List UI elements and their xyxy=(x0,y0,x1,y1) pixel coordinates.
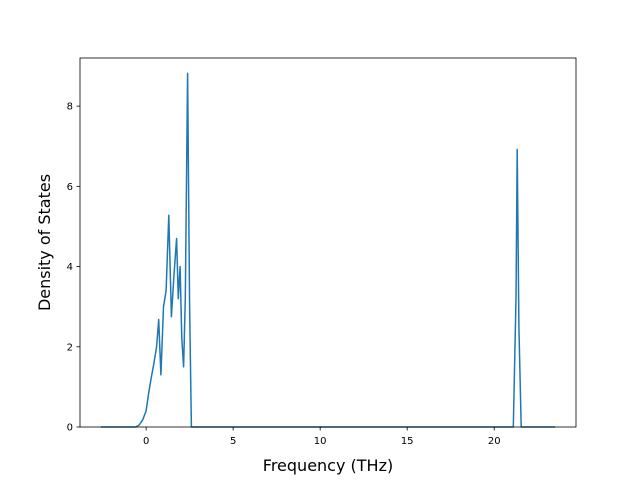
y-tick-label: 4 xyxy=(67,262,73,273)
y-tick-label: 2 xyxy=(67,342,73,353)
y-tick-label: 0 xyxy=(67,423,73,434)
y-tick-label: 8 xyxy=(67,102,73,113)
x-tick-label: 10 xyxy=(314,436,327,447)
x-tick-label: 5 xyxy=(230,436,236,447)
x-tick-label: 20 xyxy=(488,436,501,447)
y-axis: 0 2 4 6 8 xyxy=(67,102,80,434)
y-tick-label: 6 xyxy=(67,182,73,193)
x-tick-label: 15 xyxy=(401,436,414,447)
y-axis-label: Density of States xyxy=(35,174,54,311)
plot-frame xyxy=(79,57,577,428)
x-axis: 0 5 10 15 20 xyxy=(143,427,501,447)
x-axis-label: Frequency (THz) xyxy=(263,456,393,475)
x-tick-label: 0 xyxy=(143,436,149,447)
